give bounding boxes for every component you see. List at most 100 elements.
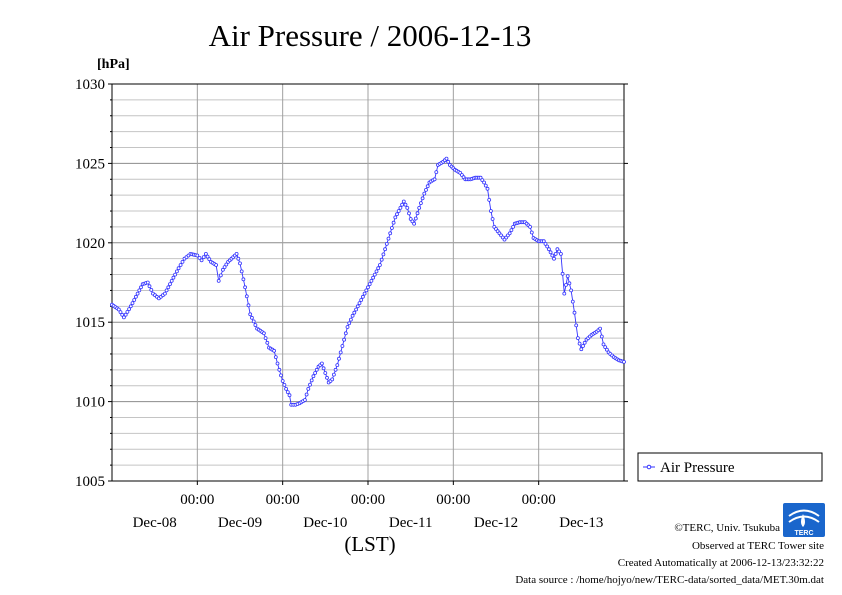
data-point [605, 347, 609, 352]
data-point [309, 378, 314, 383]
data-point [357, 301, 362, 306]
grid [112, 84, 624, 481]
data-point [362, 291, 367, 296]
data-point [340, 344, 345, 348]
footer-observed: Observed at TERC Tower site [692, 540, 824, 552]
data-point [203, 251, 208, 256]
data-point [483, 183, 488, 188]
data-point [321, 366, 326, 371]
data-point [413, 216, 418, 221]
data-point [243, 285, 248, 290]
y-tick-label: 1020 [75, 236, 105, 252]
data-point [123, 312, 128, 317]
legend-label: Air Pressure [660, 460, 735, 476]
data-point [249, 315, 254, 320]
x-date-label: Dec-09 [218, 515, 262, 531]
data-point [577, 341, 582, 346]
data-point [331, 372, 336, 377]
data-point [446, 159, 451, 164]
data-point [342, 337, 347, 342]
data-point [424, 187, 428, 192]
data-point [478, 175, 483, 180]
data-point [552, 256, 556, 261]
data-point [567, 281, 572, 286]
data-point [130, 301, 135, 306]
legend-marker [646, 464, 652, 470]
data-point [403, 202, 408, 207]
data-point [350, 313, 355, 318]
y-axis-unit: [hPa] [97, 57, 130, 72]
data-point [120, 312, 125, 317]
data-point [490, 217, 495, 221]
data-point [169, 278, 174, 283]
data-point [236, 256, 241, 261]
legend-box [637, 452, 823, 482]
data-point [359, 298, 364, 302]
data-point [137, 288, 142, 293]
data-point [139, 285, 143, 290]
data-point [381, 252, 386, 257]
data-point [574, 323, 579, 328]
data-point [579, 347, 584, 352]
data-point [149, 287, 154, 292]
x-axis-label: (LST) [344, 532, 395, 556]
data-point [251, 319, 256, 324]
series-air-pressure [110, 156, 626, 407]
data-point [222, 265, 227, 270]
data-point [168, 282, 172, 287]
data-point [314, 367, 319, 372]
data-point [360, 294, 365, 299]
data-point [553, 251, 558, 256]
data-point [509, 228, 514, 233]
data-point [330, 377, 335, 382]
data-point [417, 205, 422, 210]
chart-title: Air Pressure / 2006-12-13 [209, 18, 532, 53]
data-point [201, 255, 206, 260]
data-point [348, 317, 353, 322]
data-point [173, 272, 178, 277]
data-point [393, 215, 398, 220]
data-point [325, 375, 329, 380]
data-point [319, 361, 324, 366]
data-point [145, 280, 150, 285]
data-point [133, 294, 138, 299]
data-point [311, 374, 316, 379]
data-point [412, 221, 417, 226]
data-point [354, 307, 359, 312]
data-point [545, 244, 550, 249]
data-point [116, 307, 121, 312]
data-point [241, 277, 246, 282]
data-point [364, 288, 369, 293]
data-point [122, 315, 126, 320]
data-point [132, 298, 137, 302]
data-point [195, 253, 200, 258]
x-date-label: Dec-12 [474, 515, 518, 531]
x-date-label: Dec-13 [559, 515, 603, 531]
data-point [379, 257, 384, 262]
data-point [565, 274, 570, 279]
data-point [238, 261, 242, 266]
data-point [224, 262, 229, 267]
data-point [386, 236, 391, 241]
data-point [511, 224, 515, 229]
data-point [214, 263, 219, 267]
x-time-label: 00:00 [351, 492, 385, 508]
data-point [176, 266, 181, 271]
data-point [372, 272, 377, 277]
data-point [543, 241, 548, 246]
data-point [444, 156, 449, 161]
data-point [488, 209, 493, 213]
x-time-label: 00:00 [436, 492, 470, 508]
x-date-label: Dec-10 [303, 515, 347, 531]
data-point [263, 336, 268, 341]
data-point [371, 275, 376, 280]
data-point [313, 371, 318, 375]
y-tick-label: 1015 [75, 315, 105, 331]
data-point [601, 342, 606, 347]
data-point [480, 178, 485, 183]
data-point [557, 249, 561, 254]
data-point [400, 202, 405, 207]
data-point [352, 310, 357, 315]
data-point [564, 282, 568, 287]
